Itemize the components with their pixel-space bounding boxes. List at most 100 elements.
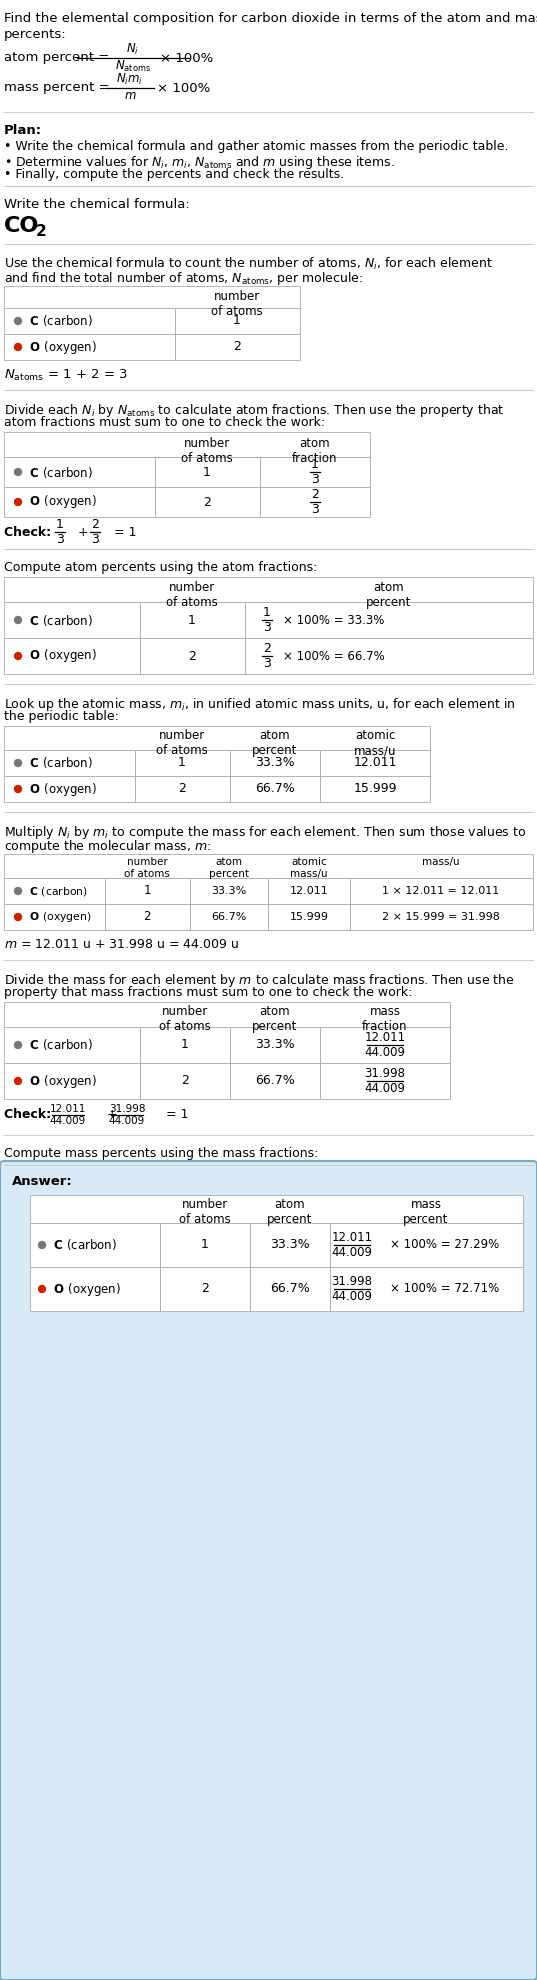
Text: atom
percent: atom percent bbox=[209, 857, 249, 879]
Bar bbox=[4, 335, 175, 360]
Text: Divide the mass for each element by $m$ to calculate mass fractions. Then use th: Divide the mass for each element by $m$ … bbox=[4, 972, 514, 988]
Text: mass
percent: mass percent bbox=[403, 1198, 449, 1226]
Bar bbox=[4, 1028, 140, 1063]
Text: 1: 1 bbox=[203, 465, 211, 479]
Bar bbox=[330, 1224, 523, 1267]
Text: 31.998: 31.998 bbox=[331, 1275, 373, 1289]
Text: 1: 1 bbox=[201, 1239, 209, 1251]
Text: × 100%: × 100% bbox=[157, 81, 211, 95]
Text: 2: 2 bbox=[36, 224, 47, 240]
Circle shape bbox=[14, 1041, 21, 1049]
Text: atom
percent: atom percent bbox=[366, 580, 412, 610]
FancyBboxPatch shape bbox=[0, 1160, 537, 1980]
Text: 15.999: 15.999 bbox=[289, 913, 329, 923]
Text: number
of atoms: number of atoms bbox=[181, 438, 233, 465]
Text: Multiply $N_i$ by $m_i$ to compute the mass for each element. Then sum those val: Multiply $N_i$ by $m_i$ to compute the m… bbox=[4, 824, 526, 842]
Bar bbox=[250, 1224, 330, 1267]
Text: × 100%: × 100% bbox=[160, 51, 213, 65]
Circle shape bbox=[14, 343, 21, 350]
Text: 2: 2 bbox=[143, 911, 151, 923]
Text: atom
percent: atom percent bbox=[252, 1006, 297, 1034]
Text: × 100% = 66.7%: × 100% = 66.7% bbox=[283, 649, 384, 663]
Text: atom
percent: atom percent bbox=[267, 1198, 313, 1226]
Text: +: + bbox=[74, 525, 92, 539]
Bar bbox=[4, 432, 370, 457]
Bar bbox=[260, 487, 370, 517]
Text: 1: 1 bbox=[263, 606, 271, 620]
Text: 2: 2 bbox=[263, 642, 271, 655]
Bar bbox=[175, 309, 300, 335]
Text: compute the molecular mass, $m$:: compute the molecular mass, $m$: bbox=[4, 838, 212, 855]
Text: 12.011: 12.011 bbox=[331, 1232, 373, 1243]
Text: 44.009: 44.009 bbox=[109, 1117, 145, 1127]
Text: $\mathbf{O}$ (oxygen): $\mathbf{O}$ (oxygen) bbox=[26, 1073, 97, 1089]
Text: 44.009: 44.009 bbox=[365, 1045, 405, 1059]
Text: atom fractions must sum to one to check the work:: atom fractions must sum to one to check … bbox=[4, 416, 325, 430]
Bar bbox=[140, 1063, 230, 1099]
Text: $\mathbf{O}$ (oxygen): $\mathbf{O}$ (oxygen) bbox=[26, 647, 97, 665]
Text: 3: 3 bbox=[311, 473, 319, 485]
Bar bbox=[320, 776, 430, 802]
Bar bbox=[140, 602, 245, 638]
Circle shape bbox=[14, 887, 21, 895]
Text: 1: 1 bbox=[178, 756, 186, 770]
Bar bbox=[30, 1267, 160, 1311]
Text: 31.998: 31.998 bbox=[109, 1105, 145, 1115]
Text: 12.011: 12.011 bbox=[365, 1032, 405, 1043]
Text: $\mathbf{C}$ (carbon): $\mathbf{C}$ (carbon) bbox=[26, 612, 93, 628]
Text: Divide each $N_i$ by $N_\mathrm{atoms}$ to calculate atom fractions. Then use th: Divide each $N_i$ by $N_\mathrm{atoms}$ … bbox=[4, 402, 504, 420]
Text: 1: 1 bbox=[56, 519, 64, 531]
Text: Answer:: Answer: bbox=[12, 1174, 72, 1188]
Text: atom
fraction: atom fraction bbox=[292, 438, 338, 465]
Text: Compute atom percents using the atom fractions:: Compute atom percents using the atom fra… bbox=[4, 560, 317, 574]
Circle shape bbox=[14, 616, 21, 624]
Text: 2: 2 bbox=[311, 487, 319, 501]
Text: atomic
mass/u: atomic mass/u bbox=[354, 729, 396, 756]
Bar bbox=[320, 750, 430, 776]
Circle shape bbox=[14, 760, 21, 766]
Text: × 100% = 27.29%: × 100% = 27.29% bbox=[390, 1239, 499, 1251]
Bar bbox=[4, 457, 155, 487]
Text: $N_i$: $N_i$ bbox=[127, 42, 140, 57]
Bar bbox=[160, 1267, 250, 1311]
Text: mass
fraction: mass fraction bbox=[362, 1006, 408, 1034]
Text: percents:: percents: bbox=[4, 28, 67, 42]
Bar bbox=[245, 638, 533, 673]
Text: 12.011: 12.011 bbox=[289, 885, 328, 897]
Text: 2: 2 bbox=[203, 495, 211, 509]
Text: 1: 1 bbox=[188, 614, 196, 626]
Text: number
of atoms: number of atoms bbox=[179, 1198, 231, 1226]
Text: = 1: = 1 bbox=[110, 525, 136, 539]
Text: 31.998: 31.998 bbox=[365, 1067, 405, 1079]
Text: property that mass fractions must sum to one to check the work:: property that mass fractions must sum to… bbox=[4, 986, 412, 1000]
Text: atomic
mass/u: atomic mass/u bbox=[290, 857, 328, 879]
Circle shape bbox=[14, 653, 21, 659]
Text: 2 × 15.999 = 31.998: 2 × 15.999 = 31.998 bbox=[382, 913, 500, 923]
Bar bbox=[4, 1063, 140, 1099]
Text: number
of atoms: number of atoms bbox=[211, 289, 263, 319]
Bar bbox=[230, 750, 320, 776]
Bar bbox=[155, 457, 260, 487]
Text: 1: 1 bbox=[311, 457, 319, 471]
Bar bbox=[320, 1028, 450, 1063]
Text: $\mathbf{O}$ (oxygen): $\mathbf{O}$ (oxygen) bbox=[26, 339, 97, 356]
Text: 44.009: 44.009 bbox=[365, 1081, 405, 1095]
Text: 3: 3 bbox=[263, 622, 271, 634]
Bar bbox=[260, 457, 370, 487]
Bar bbox=[268, 905, 350, 931]
Text: $\mathbf{O}$ (oxygen): $\mathbf{O}$ (oxygen) bbox=[26, 493, 97, 511]
Bar bbox=[4, 853, 533, 877]
Text: • Write the chemical formula and gather atomic masses from the periodic table.: • Write the chemical formula and gather … bbox=[4, 141, 509, 152]
Text: number
of atoms: number of atoms bbox=[166, 580, 218, 610]
Text: $\mathbf{C}$ (carbon): $\mathbf{C}$ (carbon) bbox=[26, 1038, 93, 1053]
Bar bbox=[135, 776, 230, 802]
Text: 44.009: 44.009 bbox=[50, 1117, 86, 1127]
Text: Check:: Check: bbox=[4, 1109, 55, 1121]
Text: $m$: $m$ bbox=[124, 89, 136, 103]
Text: 2: 2 bbox=[91, 519, 99, 531]
Text: • Finally, compute the percents and check the results.: • Finally, compute the percents and chec… bbox=[4, 168, 344, 180]
Text: 1 × 12.011 = 12.011: 1 × 12.011 = 12.011 bbox=[382, 885, 499, 897]
Circle shape bbox=[39, 1285, 46, 1293]
Text: 44.009: 44.009 bbox=[331, 1245, 373, 1259]
Bar bbox=[4, 638, 140, 673]
